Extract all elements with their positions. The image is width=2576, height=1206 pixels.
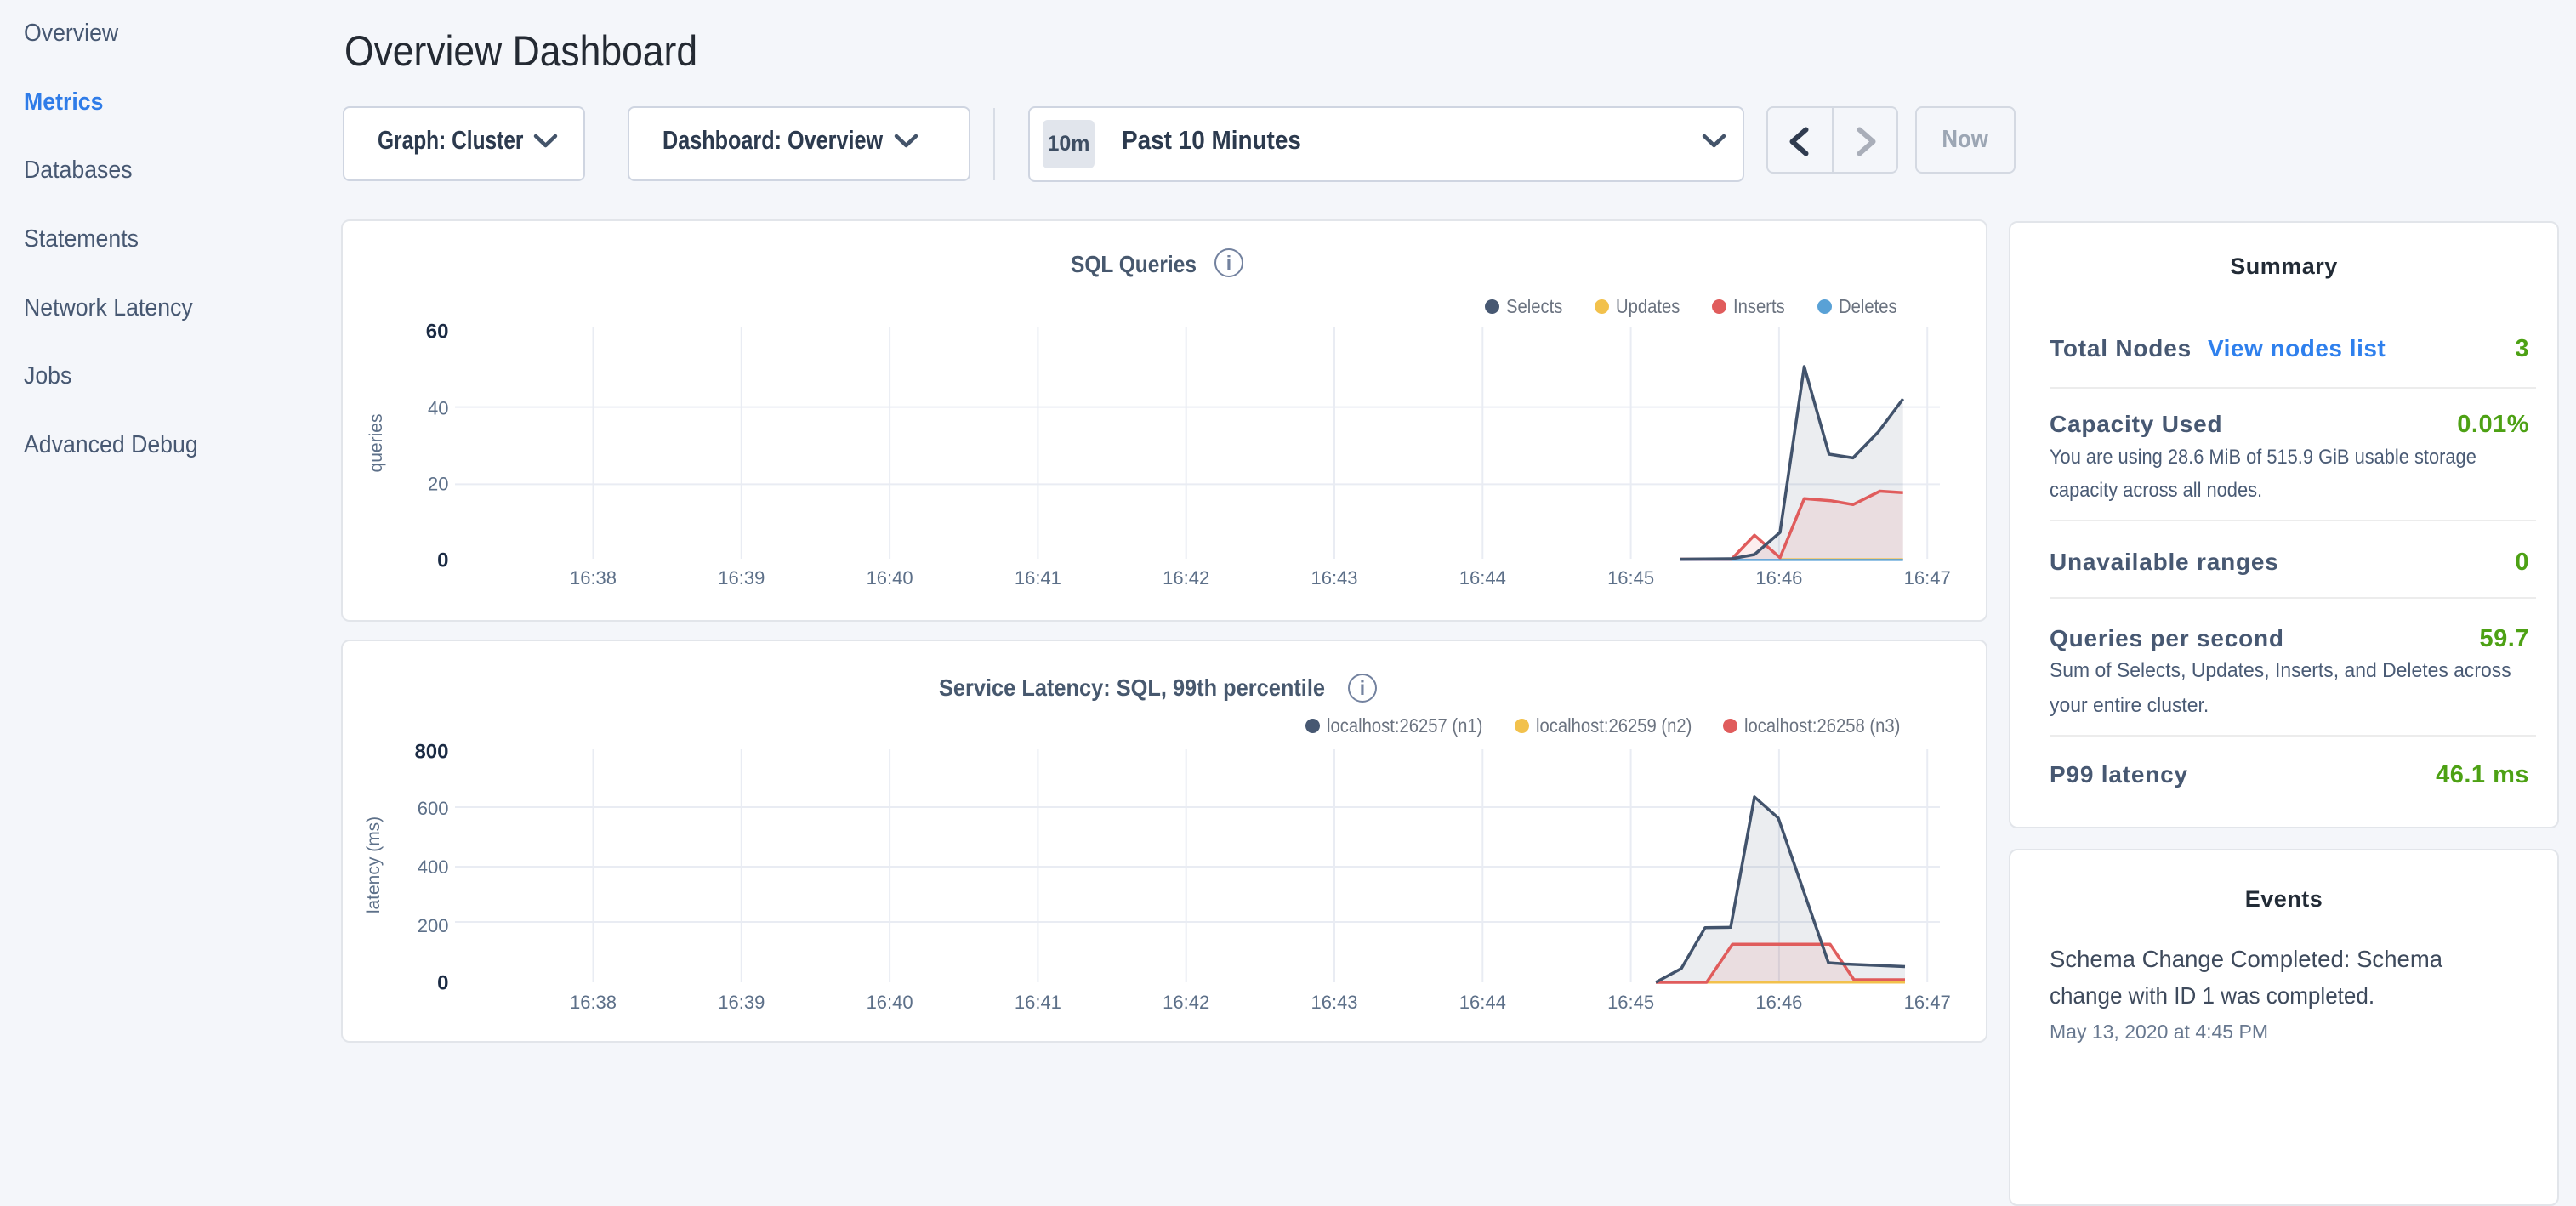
svg-text:latency (ms): latency (ms) <box>364 816 384 913</box>
svg-text:0: 0 <box>437 549 448 572</box>
svg-text:16:46: 16:46 <box>1755 992 1802 1013</box>
svg-text:16:39: 16:39 <box>718 567 765 589</box>
svg-text:60: 60 <box>426 321 449 344</box>
svg-text:16:44: 16:44 <box>1459 992 1506 1013</box>
svg-text:16:40: 16:40 <box>867 992 913 1013</box>
svg-text:600: 600 <box>418 798 449 819</box>
svg-text:16:43: 16:43 <box>1311 992 1357 1013</box>
svg-text:16:47: 16:47 <box>1904 567 1951 589</box>
svg-text:16:42: 16:42 <box>1163 567 1209 589</box>
svg-text:0: 0 <box>437 972 448 995</box>
svg-text:40: 40 <box>428 397 448 418</box>
svg-text:16:39: 16:39 <box>718 992 765 1013</box>
svg-text:16:41: 16:41 <box>1015 567 1061 589</box>
svg-text:16:41: 16:41 <box>1015 992 1061 1013</box>
svg-text:16:38: 16:38 <box>570 567 617 589</box>
svg-text:800: 800 <box>414 741 448 764</box>
svg-text:16:46: 16:46 <box>1755 567 1802 589</box>
svg-text:16:47: 16:47 <box>1904 992 1951 1013</box>
svg-text:20: 20 <box>428 473 448 494</box>
svg-text:16:42: 16:42 <box>1163 992 1209 1013</box>
svg-text:queries: queries <box>367 414 386 473</box>
svg-text:16:45: 16:45 <box>1607 992 1654 1013</box>
svg-text:16:45: 16:45 <box>1607 567 1654 589</box>
svg-text:16:43: 16:43 <box>1311 567 1357 589</box>
svg-text:200: 200 <box>418 915 449 936</box>
svg-text:400: 400 <box>418 856 449 878</box>
svg-text:16:40: 16:40 <box>867 567 913 589</box>
svg-text:16:44: 16:44 <box>1459 567 1506 589</box>
svg-text:16:38: 16:38 <box>570 992 617 1013</box>
